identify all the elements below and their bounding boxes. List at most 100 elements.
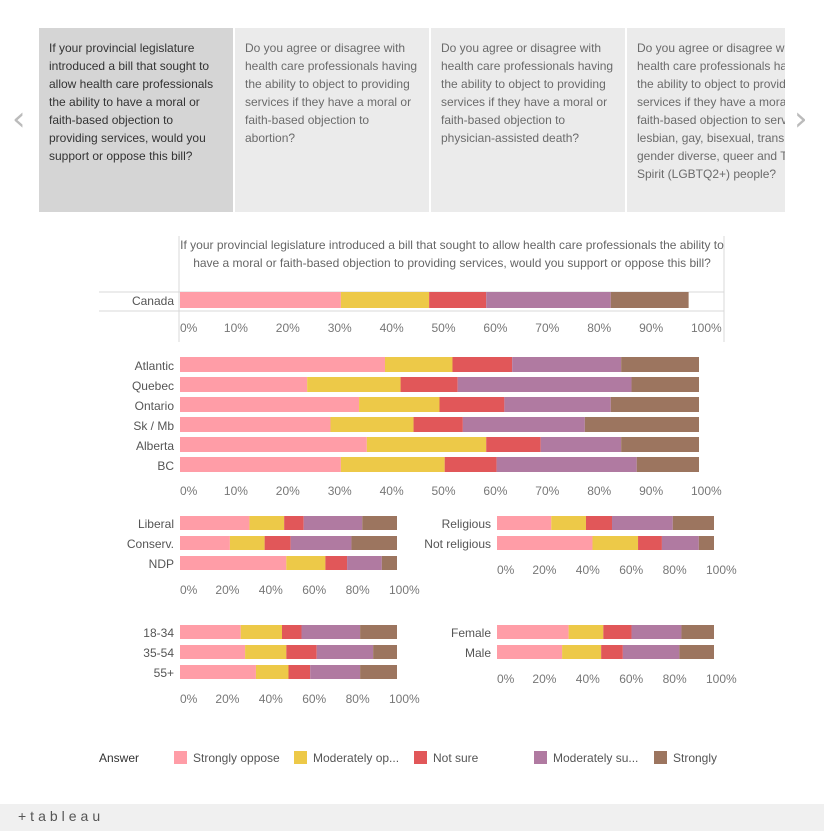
bar-segment xyxy=(452,357,513,372)
question-card-2[interactable]: Do you agree or disagree with health car… xyxy=(235,28,429,212)
bar-segment xyxy=(612,516,673,530)
legend-swatch xyxy=(534,751,547,764)
axis-tick-label: 40% xyxy=(258,692,283,706)
bar-segment xyxy=(180,645,246,659)
tableau-logo[interactable]: +tableau xyxy=(18,808,105,824)
bar-segment xyxy=(180,397,360,412)
axis-tick-label: 0% xyxy=(180,484,198,498)
bar-segment xyxy=(281,625,302,639)
question-card-4[interactable]: Do you agree or disagree with health car… xyxy=(627,28,785,212)
axis-tick-label: 40% xyxy=(379,321,404,335)
bar-segment xyxy=(698,536,714,550)
bar-segment xyxy=(585,516,613,530)
bar-segment xyxy=(351,536,397,550)
category-label: Ontario xyxy=(134,398,174,413)
bar-segment xyxy=(301,625,361,639)
bar-segment xyxy=(601,645,623,659)
legend-label: Not sure xyxy=(433,751,479,765)
legend-item-not-sure[interactable]: Not sure xyxy=(414,751,478,765)
chart-title: If your provincial legislature introduce… xyxy=(180,238,724,270)
bar-segment xyxy=(486,292,611,308)
category-label: 55+ xyxy=(153,666,174,680)
legend-label: Moderately op... xyxy=(313,751,400,765)
bar-segment xyxy=(496,457,637,472)
bar-segment xyxy=(551,516,586,530)
legend-swatch xyxy=(414,751,427,764)
legend-item-moderately-support[interactable]: Moderately su... xyxy=(534,751,638,765)
axis-tick-label: 20% xyxy=(532,563,557,577)
question-card-3[interactable]: Do you agree or disagree with health car… xyxy=(431,28,625,212)
axis-tick-label: 0% xyxy=(180,583,198,597)
question-card-text: Do you agree or disagree with health car… xyxy=(441,41,614,145)
legend-swatch xyxy=(294,751,307,764)
bar-segment xyxy=(444,457,497,472)
question-card-1[interactable]: If your provincial legislature introduce… xyxy=(39,28,233,212)
bar-segment xyxy=(180,357,386,372)
bar-segment xyxy=(284,516,304,530)
bar-segment xyxy=(180,457,341,472)
bar-segment xyxy=(512,357,622,372)
bar-segment xyxy=(307,377,401,392)
legend-swatch xyxy=(654,751,667,764)
legend-item-strongly-support[interactable]: Strongly xyxy=(654,751,717,765)
bar-segment xyxy=(672,516,714,530)
bar-segment xyxy=(439,397,505,412)
category-label: Atlantic xyxy=(134,358,174,373)
legend-label: Strongly xyxy=(673,751,718,765)
chevron-left-icon[interactable]: ‹ xyxy=(12,99,26,139)
category-label: Female xyxy=(450,626,491,640)
axis-tick-label: 80% xyxy=(345,692,370,706)
axis-tick-label: 100% xyxy=(389,583,420,597)
category-label: Religious xyxy=(441,517,491,531)
bar-segment xyxy=(180,417,331,432)
bar-segment xyxy=(622,645,680,659)
category-label: 35-54 xyxy=(143,646,174,660)
axis-tick-label: 90% xyxy=(639,321,664,335)
category-label: BC xyxy=(157,458,174,473)
bar-segment xyxy=(457,377,632,392)
bar-segment xyxy=(347,556,382,570)
axis-tick-label: 20% xyxy=(215,583,240,597)
bar-segment xyxy=(180,536,230,550)
bar-segment xyxy=(584,417,699,432)
legend-item-strongly-oppose[interactable]: Strongly oppose xyxy=(174,751,280,765)
bar-segment xyxy=(429,292,487,308)
bar-segment xyxy=(290,536,352,550)
axis-tick-label: 60% xyxy=(619,563,644,577)
axis-tick-label: 70% xyxy=(535,321,560,335)
bar-segment xyxy=(180,516,250,530)
category-label: Quebec xyxy=(131,378,174,393)
bar-segment xyxy=(381,556,397,570)
question-card-text: If your provincial legislature introduce… xyxy=(49,41,214,163)
bar-segment xyxy=(413,417,463,432)
bar-segment xyxy=(497,516,552,530)
bar-segment xyxy=(679,645,714,659)
question-card-text: Do you agree or disagree with health car… xyxy=(245,41,418,145)
axis-tick-label: 70% xyxy=(535,484,560,498)
axis-tick-label: 100% xyxy=(389,692,420,706)
bar-segment xyxy=(360,625,397,639)
bar-segment xyxy=(330,417,414,432)
axis-tick-label: 100% xyxy=(691,484,722,498)
bar-segment xyxy=(621,357,699,372)
axis-tick-label: 20% xyxy=(215,692,240,706)
bar-segment xyxy=(180,625,241,639)
axis-tick-label: 20% xyxy=(275,321,300,335)
bar-segment xyxy=(303,516,363,530)
axis-tick-label: 30% xyxy=(327,484,352,498)
chevron-right-icon[interactable]: › xyxy=(794,99,808,139)
question-carousel: If your provincial legislature introduce… xyxy=(39,28,785,212)
legend-item-moderately-oppose[interactable]: Moderately op... xyxy=(294,751,399,765)
axis-tick-label: 60% xyxy=(483,321,508,335)
bar-segment xyxy=(310,665,361,679)
axis-tick-label: 60% xyxy=(483,484,508,498)
category-label: Sk / Mb xyxy=(133,418,174,433)
bar-segment xyxy=(286,556,326,570)
axis-tick-label: 100% xyxy=(706,563,737,577)
legend-label: Strongly oppose xyxy=(193,751,280,765)
bar-segment xyxy=(400,377,458,392)
bar-segment xyxy=(497,645,563,659)
bar-segment xyxy=(180,665,256,679)
axis-tick-label: 80% xyxy=(662,563,687,577)
axis-tick-label: 40% xyxy=(575,672,600,686)
